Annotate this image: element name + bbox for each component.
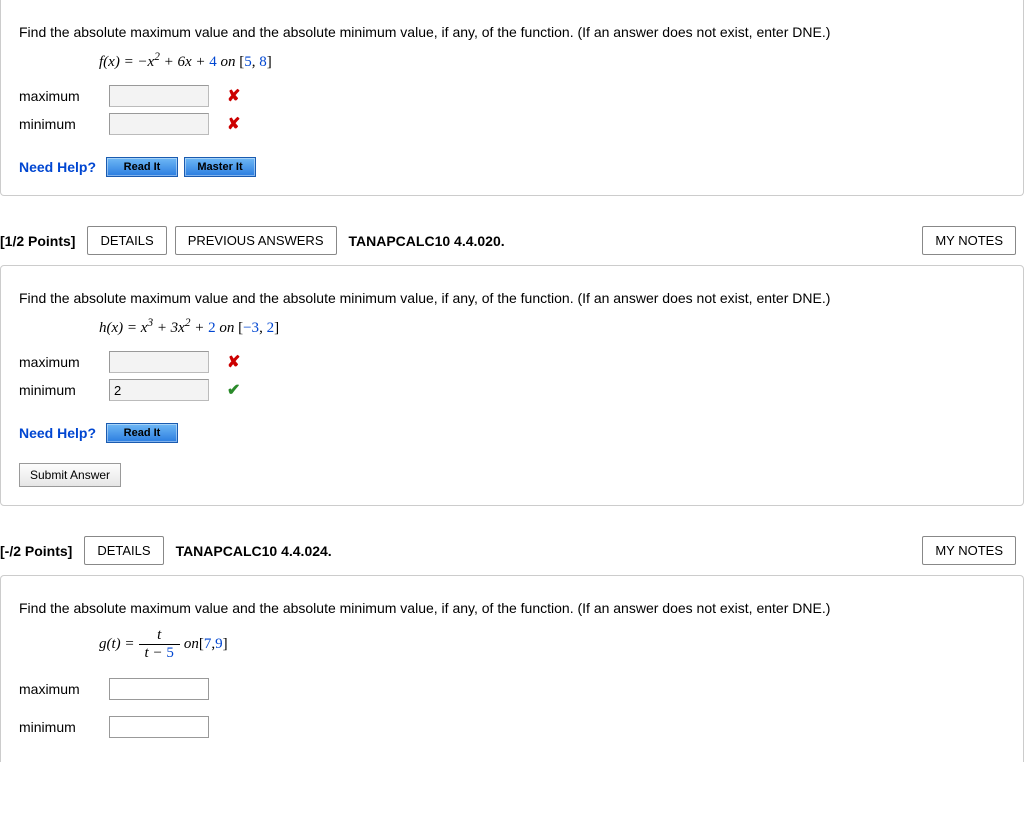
- need-help-row: Need Help? Read It: [19, 423, 1005, 443]
- wrong-icon: ✘: [227, 352, 240, 372]
- minimum-row: minimum: [19, 716, 1005, 738]
- minimum-label: minimum: [19, 382, 109, 398]
- previous-answers-button[interactable]: PREVIOUS ANSWERS: [175, 226, 337, 255]
- details-button[interactable]: DETAILS: [84, 536, 163, 565]
- maximum-label: maximum: [19, 354, 109, 370]
- maximum-input[interactable]: [109, 85, 209, 107]
- maximum-input[interactable]: [109, 678, 209, 700]
- wrong-icon: ✘: [227, 86, 240, 106]
- points-label: [-/2 Points]: [0, 543, 72, 559]
- maximum-row: maximum: [19, 678, 1005, 700]
- master-it-button[interactable]: Master It: [184, 157, 256, 177]
- submit-answer-button[interactable]: Submit Answer: [19, 463, 121, 487]
- minimum-label: minimum: [19, 116, 109, 132]
- maximum-label: maximum: [19, 681, 109, 697]
- need-help-row: Need Help? Read It Master It: [19, 157, 1005, 177]
- question-3-header: [-/2 Points] DETAILS TANAPCALC10 4.4.024…: [0, 536, 1024, 565]
- question-prompt: Find the absolute maximum value and the …: [19, 598, 1005, 619]
- maximum-row: maximum ✘: [19, 85, 1005, 107]
- need-help-label: Need Help?: [19, 159, 96, 175]
- question-2-header: [1/2 Points] DETAILS PREVIOUS ANSWERS TA…: [0, 226, 1024, 255]
- read-it-button[interactable]: Read It: [106, 423, 178, 443]
- my-notes-button[interactable]: MY NOTES: [922, 536, 1016, 565]
- question-1: Find the absolute maximum value and the …: [0, 0, 1024, 196]
- maximum-input[interactable]: [109, 351, 209, 373]
- formula: g(t) = t t − 5 on [7, 9]: [99, 627, 1005, 662]
- minimum-row: minimum ✘: [19, 113, 1005, 135]
- minimum-input[interactable]: [109, 379, 209, 401]
- question-3: Find the absolute maximum value and the …: [0, 575, 1024, 762]
- need-help-label: Need Help?: [19, 425, 96, 441]
- question-2: Find the absolute maximum value and the …: [0, 265, 1024, 506]
- points-label: [1/2 Points]: [0, 233, 75, 249]
- formula: f(x) = −x2 + 6x + 4 on [5, 8]: [99, 51, 1005, 71]
- question-ref: TANAPCALC10 4.4.024.: [176, 543, 332, 559]
- question-prompt: Find the absolute maximum value and the …: [19, 288, 1005, 309]
- maximum-label: maximum: [19, 88, 109, 104]
- wrong-icon: ✘: [227, 114, 240, 134]
- fraction: t t − 5: [139, 627, 180, 662]
- submit-row: Submit Answer: [19, 463, 1005, 487]
- minimum-row: minimum ✔: [19, 379, 1005, 401]
- details-button[interactable]: DETAILS: [87, 226, 166, 255]
- question-ref: TANAPCALC10 4.4.020.: [349, 233, 505, 249]
- minimum-input[interactable]: [109, 716, 209, 738]
- my-notes-button[interactable]: MY NOTES: [922, 226, 1016, 255]
- minimum-input[interactable]: [109, 113, 209, 135]
- question-prompt: Find the absolute maximum value and the …: [19, 22, 1005, 43]
- minimum-label: minimum: [19, 719, 109, 735]
- formula: h(x) = x3 + 3x2 + 2 on [−3, 2]: [99, 317, 1005, 337]
- maximum-row: maximum ✘: [19, 351, 1005, 373]
- read-it-button[interactable]: Read It: [106, 157, 178, 177]
- check-icon: ✔: [227, 380, 240, 400]
